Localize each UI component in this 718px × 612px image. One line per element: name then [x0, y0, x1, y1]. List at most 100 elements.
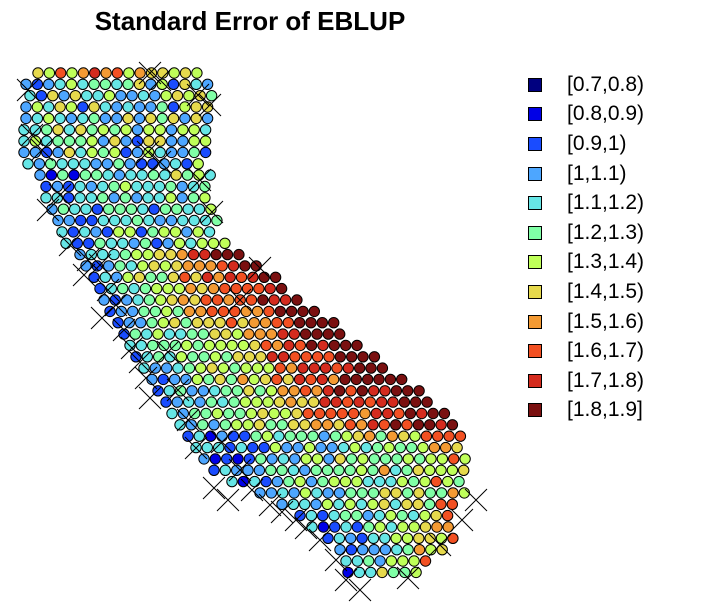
grid-cell	[383, 441, 395, 454]
grid-cell	[410, 566, 422, 579]
grid-cell	[99, 271, 112, 283]
grid-cell	[265, 487, 278, 499]
grid-cell	[333, 487, 346, 499]
grid-cell	[169, 226, 182, 238]
grid-cell	[100, 67, 112, 79]
grid-cell	[199, 146, 212, 159]
grid-cell	[408, 555, 420, 567]
grid-cell	[151, 282, 163, 295]
grid-cell	[169, 373, 181, 386]
grid-cell	[193, 203, 206, 215]
grid-cell	[63, 135, 76, 147]
grid-cell	[209, 328, 221, 340]
grid-cell	[88, 112, 100, 125]
grid-cell	[409, 430, 421, 442]
california-grid-map	[16, 61, 488, 602]
grid-cell	[181, 226, 193, 238]
grid-cell	[153, 248, 166, 261]
station-marker	[120, 336, 144, 360]
grid-cell	[109, 124, 121, 136]
grid-cell	[32, 67, 44, 79]
grid-cell	[86, 124, 98, 136]
grid-cell	[103, 203, 115, 215]
grid-cell	[447, 532, 459, 544]
grid-cell	[29, 135, 42, 147]
grid-cell	[334, 453, 346, 465]
grid-cell	[412, 464, 424, 476]
grid-cell	[211, 214, 223, 227]
grid-cell	[299, 419, 311, 431]
grid-cell	[88, 101, 100, 113]
station-marker	[428, 533, 452, 557]
grid-cell	[317, 475, 329, 488]
grid-cell	[311, 328, 323, 340]
grid-cell	[282, 373, 294, 386]
grid-cell	[401, 487, 414, 499]
grid-cell	[99, 101, 112, 113]
grid-cell	[173, 282, 186, 295]
grid-cell	[297, 362, 309, 374]
grid-cell	[424, 532, 436, 544]
grid-cell	[169, 317, 181, 329]
grid-cell	[399, 566, 411, 579]
station-marker	[88, 253, 112, 277]
grid-cell	[125, 203, 138, 215]
grid-cell	[291, 294, 303, 306]
grid-cell	[165, 124, 178, 136]
grid-cell	[155, 294, 167, 306]
grid-cell	[197, 385, 210, 397]
grid-cell	[308, 305, 320, 318]
grid-cell	[442, 521, 454, 533]
grid-cell	[135, 317, 147, 329]
grid-cell	[181, 169, 194, 181]
grid-cell	[156, 78, 168, 91]
grid-cell	[378, 464, 390, 476]
grid-cell	[385, 521, 398, 533]
grid-cell	[75, 124, 87, 136]
grid-cell	[334, 544, 346, 556]
grid-cell	[122, 78, 134, 91]
grid-cell	[359, 407, 371, 420]
grid-cell	[430, 509, 442, 522]
grid-cell	[368, 385, 380, 397]
grid-cell	[287, 498, 300, 510]
grid-cell	[243, 385, 255, 397]
grid-cell	[382, 407, 394, 420]
grid-cell	[187, 248, 200, 261]
grid-cell	[117, 282, 129, 295]
grid-cell	[132, 294, 144, 306]
grid-cell	[248, 317, 260, 329]
station-marker	[138, 386, 162, 410]
grid-cell	[458, 464, 470, 476]
grid-cell	[120, 146, 132, 159]
grid-cell	[273, 430, 285, 442]
legend-label: [1,1.1)	[567, 161, 627, 185]
grid-cell	[446, 498, 458, 510]
grid-cell	[199, 192, 211, 204]
grid-cell	[247, 271, 259, 283]
grid-cell	[94, 237, 106, 250]
grid-cell	[85, 192, 98, 204]
grid-cell	[213, 441, 225, 454]
grid-cell	[376, 362, 389, 374]
grid-cell	[172, 362, 184, 374]
grid-cell	[253, 419, 266, 431]
grid-cell	[279, 407, 292, 420]
grid-cell	[180, 317, 192, 329]
grid-cell	[421, 396, 433, 408]
grid-cell	[344, 498, 356, 510]
grid-cell	[120, 124, 132, 136]
grid-cell	[351, 521, 364, 533]
grid-cell	[299, 385, 312, 397]
grid-cell	[205, 430, 217, 442]
grid-cell	[268, 294, 280, 306]
station-marker	[202, 476, 226, 500]
grid-cell	[51, 180, 64, 193]
grid-cell	[435, 532, 448, 544]
grid-cell	[385, 475, 397, 488]
grid-cell	[90, 158, 102, 170]
grid-cell	[183, 396, 195, 408]
grid-cell	[339, 475, 352, 488]
grid-cell	[413, 385, 425, 397]
station-marker	[270, 500, 294, 524]
